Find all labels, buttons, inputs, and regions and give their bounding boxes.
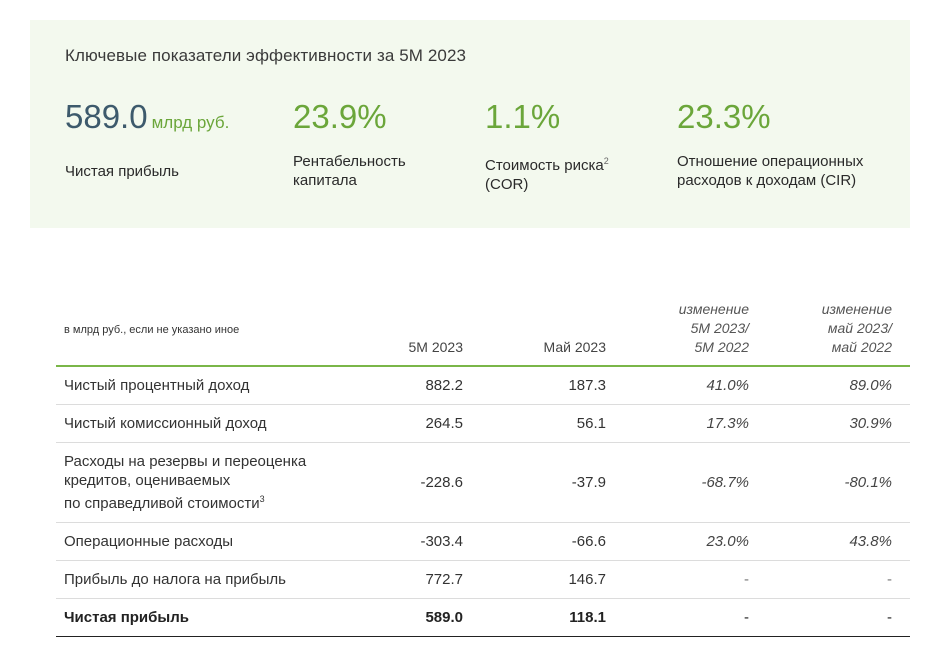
column-header-change-5m: изменение 5М 2023/ 5М 2022 [678,301,749,355]
cell-change-5m: 23.0% [624,522,767,561]
cell-may-2023: -66.6 [481,522,624,561]
kpi-label: Стоимость риска2 (COR) [485,156,609,193]
table-header-row: в млрд руб., если не указано иное 5М 202… [56,300,910,366]
table-row-total: Чистая прибыль 589.0 118.1 - - [56,598,910,637]
row-label: Прибыль до налога на прибыль [56,560,386,599]
cell-5m-2023: -303.4 [386,522,481,561]
cell-may-2023: 56.1 [481,404,624,443]
cell-5m-2023: 264.5 [386,404,481,443]
kpi-label: Рентабельность капитала [293,153,406,189]
cell-change-5m: 41.0% [624,366,767,405]
cell-change-may: 89.0% [767,366,910,405]
cell-5m-2023: 772.7 [386,560,481,599]
cell-may-2023: 118.1 [481,598,624,637]
cell-5m-2023: 882.2 [386,366,481,405]
cell-change-5m: - [624,598,767,637]
cell-may-2023: 146.7 [481,560,624,599]
kpi-label: Отношение операционных расходов к дохода… [677,153,864,189]
kpi-value: 589.0 млрд руб. [65,98,230,135]
cell-change-may: - [767,560,910,599]
kpi-roe: 23.9% Рентабельность капитала [293,98,406,190]
row-label: Расходы на резервы и переоценка кредитов… [56,442,386,523]
table-row: Расходы на резервы и переоценка кредитов… [56,442,910,523]
column-header-change-may: изменение май 2023/ май 2022 [821,301,892,355]
kpi-value: 23.9% [293,98,387,135]
kpi-cor: 1.1% Стоимость риска2 (COR) [485,98,609,194]
row-label: Операционные расходы [56,522,386,561]
cell-change-5m: 17.3% [624,404,767,443]
kpi-label: Чистая прибыль [65,163,179,180]
footnote-marker: 3 [259,494,265,504]
cell-5m-2023: 589.0 [386,598,481,637]
cell-5m-2023: -228.6 [386,442,481,523]
row-label: Чистый комиссионный доход [56,404,386,443]
kpi-panel: Ключевые показатели эффективности за 5М … [30,20,910,228]
column-header-5m-2023: 5М 2023 [408,339,463,355]
table-row: Прибыль до налога на прибыль 772.7 146.7… [56,560,910,599]
table-row: Чистый комиссионный доход 264.5 56.1 17.… [56,404,910,443]
cell-change-5m: - [624,560,767,599]
column-header-may-2023: Май 2023 [543,339,606,355]
table-row: Операционные расходы -303.4 -66.6 23.0% … [56,522,910,561]
cell-may-2023: -37.9 [481,442,624,523]
row-label: Чистый процентный доход [56,366,386,405]
kpi-value: 1.1% [485,98,561,135]
kpi-cir: 23.3% Отношение операционных расходов к … [677,98,863,190]
metrics-table: в млрд руб., если не указано иное 5М 202… [56,300,910,637]
kpi-panel-title: Ключевые показатели эффективности за 5М … [65,46,467,65]
row-label: Чистая прибыль [56,598,386,637]
table-row: Чистый процентный доход 882.2 187.3 41.0… [56,366,910,405]
kpi-value: 23.3% [677,98,771,135]
cell-change-may: 30.9% [767,404,910,443]
cell-change-may: 43.8% [767,522,910,561]
cell-may-2023: 187.3 [481,366,624,405]
cell-change-may: -80.1% [767,442,910,523]
cell-change-5m: -68.7% [624,442,767,523]
kpi-net-profit: 589.0 млрд руб. Чистая прибыль [65,98,229,181]
footnote-marker: 2 [603,156,609,166]
kpi-unit: млрд руб. [151,113,230,132]
units-note: в млрд руб., если не указано иное [64,324,240,336]
cell-change-may: - [767,598,910,637]
